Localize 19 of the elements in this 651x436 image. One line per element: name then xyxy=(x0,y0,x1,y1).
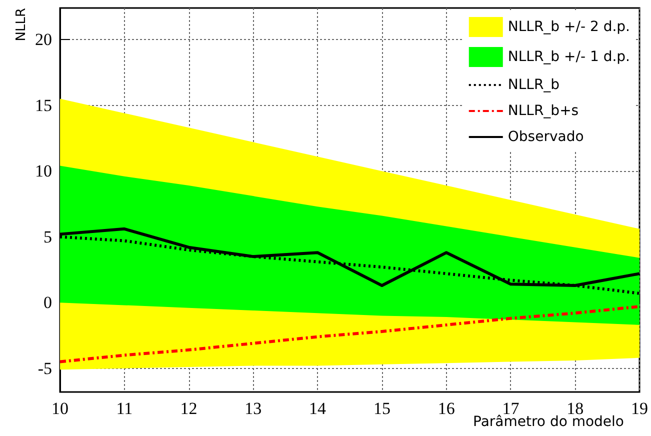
y-tick-label: 20 xyxy=(35,30,52,50)
y-axis-title: NLLR xyxy=(14,8,29,42)
x-tick-label: 12 xyxy=(180,399,198,418)
legend-label: NLLR_b +/- 1 d.p. xyxy=(508,49,630,65)
legend-label: NLLR_b +/- 2 d.p. xyxy=(508,19,630,35)
y-tick-label: 10 xyxy=(35,162,52,181)
y-tick-label: 15 xyxy=(35,96,52,115)
y-tick-label: 0 xyxy=(44,293,52,312)
x-tick-label: 13 xyxy=(244,399,262,418)
x-tick-label: 14 xyxy=(309,399,327,418)
x-tick-label: 15 xyxy=(373,399,390,418)
y-tick-label: 5 xyxy=(44,227,52,246)
y-tick-label: -5 xyxy=(38,358,52,378)
x-tick-label: 19 xyxy=(631,399,648,418)
legend-label: Observado xyxy=(508,129,584,145)
legend-label: NLLR_b+s xyxy=(508,103,579,119)
legend-label: NLLR_b xyxy=(508,77,560,93)
x-tick-label: 11 xyxy=(116,399,133,418)
x-tick-label: 16 xyxy=(438,399,455,418)
